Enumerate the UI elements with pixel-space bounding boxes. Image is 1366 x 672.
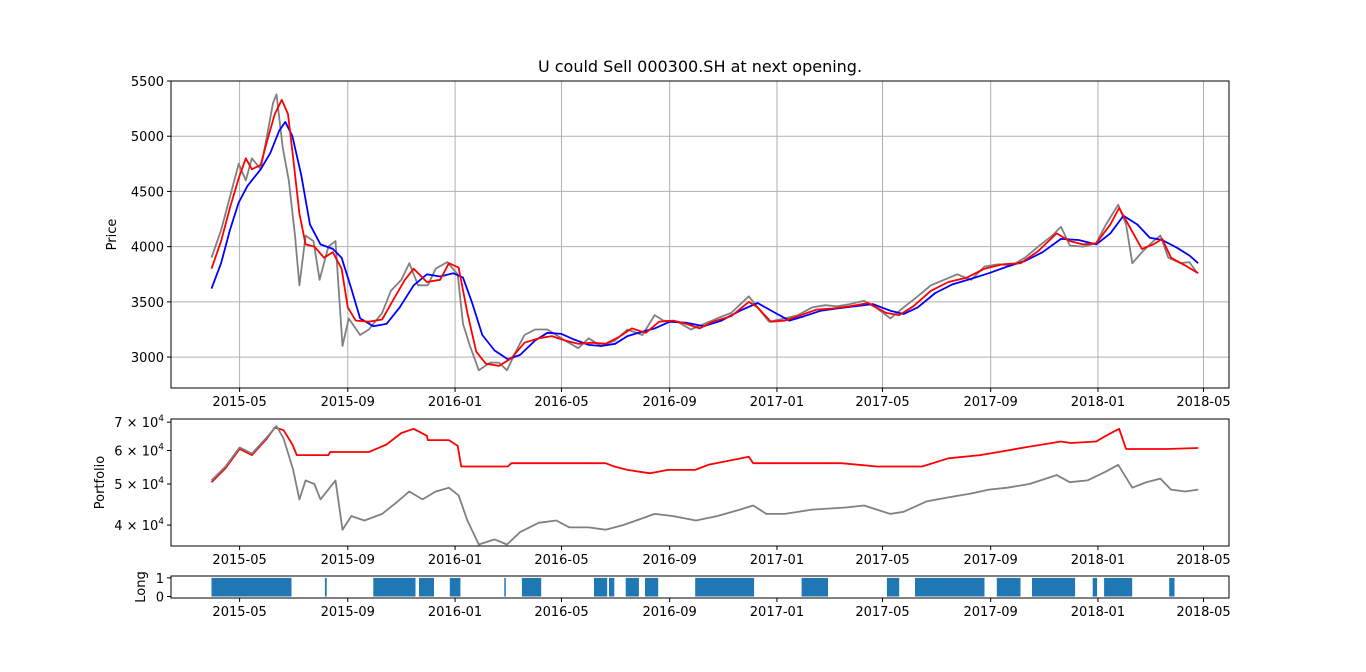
portfolio-x-tick-label: 2016-09 (642, 553, 696, 568)
portfolio-x-tick-label: 2017-01 (750, 553, 804, 568)
price-x-tick-label: 2016-01 (428, 395, 482, 410)
long-panel: 0 1 2015-05 2015-09 2016-01 2016-05 2016-09 201… (134, 571, 1231, 620)
portfolio-x-tick-label: 2016-05 (534, 553, 588, 568)
long-x-tick-label: 2016-01 (428, 605, 482, 620)
price-series-line-2 (210, 98, 1199, 367)
long-axes: 0 1 2015-05 2015-09 2016-01 2016-05 2016-09 201… (134, 571, 1231, 620)
long-y-axis-title: Long (134, 571, 149, 602)
portfolio-series-line-1 (210, 425, 1199, 546)
long-position-block-3 (419, 577, 434, 597)
long-x-tick-label: 2015-05 (212, 605, 266, 620)
price-y-tick-label: 3000 (131, 351, 164, 366)
price-x-tick-label: 2015-05 (212, 395, 266, 410)
long-position-block-10 (645, 577, 659, 597)
price-frame (170, 80, 1230, 389)
long-position-block-12 (801, 577, 828, 597)
portfolio-x-tick-label: 2017-05 (855, 553, 909, 568)
price-y-tick-label: 4000 (131, 241, 164, 256)
long-position-block-18 (1104, 577, 1133, 597)
long-position-block-13 (886, 577, 900, 597)
long-frame (170, 575, 1230, 599)
long-position-block-5 (504, 577, 506, 597)
portfolio-x-tick-label: 2015-05 (212, 553, 266, 568)
portfolio-y-tick-label: 6 × 104 (114, 442, 164, 459)
portfolio-y-tick-label: 4 × 104 (114, 517, 164, 534)
portfolio-axes: 4 × 104 5 × 104 6 × 104 7 × 104 2015-05 2015-… (93, 414, 1231, 568)
price-series (210, 93, 1199, 372)
long-position-block-2 (373, 577, 416, 597)
price-y-tick-label: 4500 (131, 185, 164, 200)
long-position-block-15 (996, 577, 1021, 597)
price-panel: 3000 3500 4000 4500 5000 5500 2015-05 2015-09 20… (105, 75, 1231, 410)
price-y-axis-title: Price (105, 219, 120, 251)
long-position-block-11 (695, 577, 755, 597)
long-x-tick-label: 2017-01 (750, 605, 804, 620)
long-y-tick-label: 0 (156, 591, 164, 606)
price-y-tick-label: 3500 (131, 296, 164, 311)
price-x-tick-label: 2016-09 (642, 395, 696, 410)
chart-title: U could Sell 000300.SH at next opening. (538, 57, 862, 76)
portfolio-x-tick-label: 2015-09 (321, 553, 375, 568)
portfolio-y-tick-label: 5 × 104 (114, 476, 164, 493)
long-series (211, 577, 1175, 597)
long-position-block-6 (521, 577, 542, 597)
portfolio-frame (170, 418, 1230, 547)
price-x-tick-label: 2016-05 (534, 395, 588, 410)
price-x-tick-label: 2018-01 (1071, 395, 1125, 410)
long-x-tick-label: 2018-01 (1071, 605, 1125, 620)
long-y-tick-label: 1 (156, 572, 164, 587)
long-position-block-1 (324, 577, 327, 597)
price-axes: 3000 3500 4000 4500 5000 5500 2015-05 2015-09 20… (105, 75, 1231, 410)
price-y-tick-label: 5500 (131, 75, 164, 90)
long-position-block-17 (1092, 577, 1098, 597)
portfolio-x-tick-label: 2016-01 (428, 553, 482, 568)
price-x-tick-label: 2017-05 (855, 395, 909, 410)
long-x-tick-label: 2015-09 (321, 605, 375, 620)
long-position-block-7 (594, 577, 608, 597)
long-x-tick-label: 2017-05 (855, 605, 909, 620)
portfolio-y-axis-title: Portfolio (93, 456, 108, 510)
price-x-tick-label: 2018-05 (1176, 395, 1230, 410)
portfolio-x-tick-label: 2017-09 (964, 553, 1018, 568)
long-x-tick-label: 2016-09 (642, 605, 696, 620)
portfolio-series (210, 425, 1199, 546)
long-position-block-8 (609, 577, 615, 597)
long-position-block-16 (1032, 577, 1076, 597)
portfolio-series-line-0 (210, 426, 1199, 483)
long-x-tick-label: 2016-05 (534, 605, 588, 620)
long-position-block-0 (211, 577, 292, 597)
long-position-block-4 (449, 577, 461, 597)
price-x-tick-label: 2017-01 (750, 395, 804, 410)
long-position-block-14 (915, 577, 985, 597)
long-x-tick-label: 2017-09 (964, 605, 1018, 620)
price-y-tick-label: 5000 (131, 130, 164, 145)
price-x-tick-label: 2017-09 (964, 395, 1018, 410)
long-position-block-19 (1169, 577, 1175, 597)
long-x-tick-label: 2018-05 (1176, 605, 1230, 620)
portfolio-panel: 4 × 104 5 × 104 6 × 104 7 × 104 2015-05 2015-… (93, 414, 1231, 568)
price-x-tick-label: 2015-09 (321, 395, 375, 410)
portfolio-x-tick-label: 2018-05 (1176, 553, 1230, 568)
long-position-block-9 (625, 577, 639, 597)
portfolio-y-tick-label: 7 × 104 (114, 414, 164, 431)
portfolio-x-tick-label: 2018-01 (1071, 553, 1125, 568)
